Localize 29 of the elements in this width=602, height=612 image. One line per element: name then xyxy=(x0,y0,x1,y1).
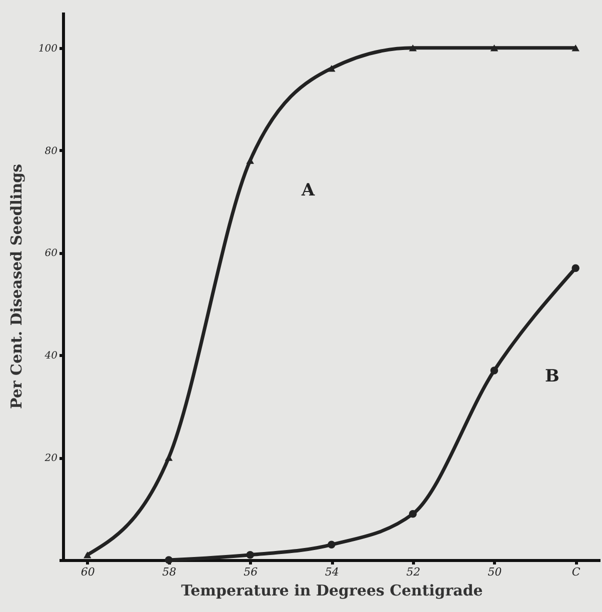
y-tick-label: 40 xyxy=(44,350,58,362)
y-tick-label: 80 xyxy=(44,146,58,157)
point xyxy=(84,552,92,558)
x-tick-label: 58 xyxy=(162,566,176,578)
line-series xyxy=(84,44,580,558)
point xyxy=(164,556,173,564)
point xyxy=(572,264,580,272)
y-tick-label: 20 xyxy=(44,453,58,464)
point xyxy=(490,44,498,52)
y-tick-label: 60 xyxy=(44,248,58,260)
point xyxy=(246,551,254,559)
point xyxy=(328,64,336,72)
x-tick-label: C xyxy=(572,566,581,578)
point xyxy=(408,44,417,52)
x-axis-title: Temperature in Degrees Centigrade xyxy=(181,582,483,600)
text: A xyxy=(300,180,316,201)
x-tick-label: 60 xyxy=(80,566,95,578)
x-tick-label: 50 xyxy=(488,566,502,578)
x-tick-label: 56 xyxy=(244,566,258,578)
text: B xyxy=(545,366,560,387)
x-tick-label: 52 xyxy=(406,566,420,578)
point xyxy=(246,157,254,164)
point xyxy=(408,510,417,518)
x-tick-label: 54 xyxy=(325,566,339,578)
point xyxy=(572,44,580,52)
y-axis-title: Per Cent. Diseased Seedlings xyxy=(7,164,26,410)
point xyxy=(490,366,498,374)
point xyxy=(328,540,336,548)
y-tick-label: 100 xyxy=(38,43,58,54)
